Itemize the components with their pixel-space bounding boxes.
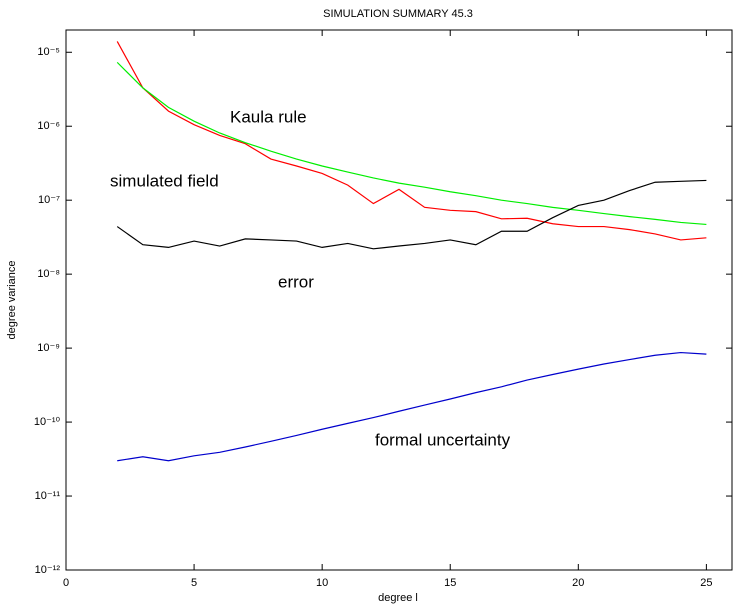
x-tick-label: 0 <box>63 577 69 589</box>
y-tick-label: 10⁻¹² <box>35 564 61 576</box>
series-line <box>116 179 707 250</box>
series-line <box>116 41 707 241</box>
chart-title: SIMULATION SUMMARY 45.3 <box>323 8 473 20</box>
y-tick-label: 10⁻¹⁰ <box>34 416 61 428</box>
y-tick-label: 10⁻⁷ <box>38 194 60 206</box>
x-tick-label: 10 <box>316 577 328 589</box>
x-axis-label: degree l <box>378 592 418 604</box>
x-tick-label: 25 <box>700 577 712 589</box>
series-line <box>117 351 707 462</box>
x-tick-label: 5 <box>191 577 197 589</box>
series-label: Kaula rule <box>230 107 307 126</box>
plot-frame <box>65 29 733 571</box>
x-tick-label: 15 <box>444 577 456 589</box>
series-label: formal uncertainty <box>375 430 511 449</box>
x-tick-label: 20 <box>572 577 584 589</box>
y-tick-label: 10⁻⁸ <box>37 268 60 280</box>
y-tick-label: 10⁻⁶ <box>37 120 60 132</box>
y-axis-label: degree variance <box>6 261 18 340</box>
series-line <box>116 61 707 226</box>
y-tick-label: 10⁻¹¹ <box>35 490 61 502</box>
y-tick-label: 10⁻⁹ <box>37 342 60 354</box>
y-tick-label: 10⁻⁵ <box>37 46 60 58</box>
series-label: error <box>278 272 314 291</box>
series-label: simulated field <box>110 171 219 190</box>
